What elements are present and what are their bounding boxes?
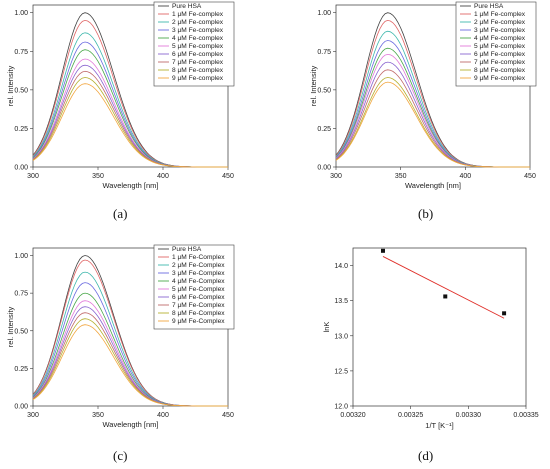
panel-label-a: (a)	[113, 206, 128, 221]
y-tick-label: 1.00	[317, 10, 331, 17]
plot-frame	[352, 247, 527, 407]
legend-entry: 4 μM Fe-complex	[172, 35, 224, 42]
y-tick-label: 12.5	[334, 368, 348, 375]
legend-entry: 8 μM Fe-Complex	[172, 310, 225, 317]
x-tick-label: 0.00330	[456, 412, 481, 419]
y-tick-label: 0.50	[317, 87, 331, 94]
data-point	[380, 248, 385, 253]
y-tick-label: 0.50	[14, 328, 28, 335]
legend-entry: Pure HSA	[474, 3, 504, 10]
x-tick-label: 300	[27, 412, 39, 419]
legend-entry: 6 μM Fe-complex	[172, 51, 224, 58]
legend-entry: 3 μM Fe-complex	[172, 27, 224, 34]
chart-3: 300 350 400 450 0.00 0.25 0.50 0.75 1.00 Waveleng…	[6, 244, 235, 429]
y-tick-label: 0.00	[317, 165, 331, 172]
legend-entry: Pure HSA	[172, 3, 202, 10]
y-tick-label: 0.00	[14, 404, 28, 411]
x-tick-label: 350	[92, 173, 104, 180]
series-line	[32, 83, 228, 168]
x-tick-label: 300	[27, 173, 39, 180]
legend-entry: 5 μM Fe-complex	[474, 43, 526, 50]
x-axis-label: 1/T [K⁻¹]	[425, 421, 453, 430]
x-axis-label: Wavelength [nm]	[103, 181, 159, 190]
legend-entry: 2 μM Fe-complex	[474, 19, 526, 26]
panel-label-d: (d)	[418, 448, 434, 463]
legend-entry: 4 μM Fe-Complex	[172, 278, 225, 285]
legend-entry: 1 μM Fe-Complex	[172, 254, 225, 261]
y-tick-label: 1.00	[14, 10, 28, 17]
legend-entry: 9 μM Fe-Complex	[172, 318, 225, 325]
x-tick-label: 0.00325	[398, 412, 423, 419]
series-line	[32, 324, 228, 407]
legend-box	[153, 244, 235, 330]
y-tick-label: 13.0	[334, 333, 348, 340]
x-tick-label: 300	[330, 173, 342, 180]
legend-entry: 6 μM Fe-Complex	[172, 294, 225, 301]
x-tick-label: 400	[459, 173, 471, 180]
legend-entry: 8 μM Fe-complex	[474, 67, 526, 74]
y-tick-label: 0.25	[317, 126, 331, 133]
panel-label-c: (c)	[113, 448, 128, 463]
legend-entry: 7 μM Fe-Complex	[172, 302, 225, 309]
y-tick-label: 0.25	[14, 126, 28, 133]
legend-entry: 6 μM Fe-complex	[474, 51, 526, 58]
y-tick-label: 0.75	[317, 49, 331, 56]
legend-entry: Pure HSA	[172, 246, 202, 253]
fit-line	[382, 256, 505, 319]
x-tick-label: 0.00335	[513, 412, 538, 419]
legend-box	[153, 1, 235, 87]
legend-box	[455, 1, 537, 87]
chart-1: 300 350 400 450 0.00 0.25 0.50 0.75 1.00 Waveleng…	[6, 1, 235, 190]
chart-2: 300 350 400 450 0.00 0.25 0.50 0.75 1.00 Waveleng…	[309, 1, 537, 190]
legend-entry: 7 μM Fe-complex	[172, 59, 224, 66]
legend-entry: 8 μM Fe-complex	[172, 67, 224, 74]
legend-entry: 5 μM Fe-Complex	[172, 286, 225, 293]
y-tick-label: 0.50	[14, 87, 28, 94]
y-tick-label: 0.00	[14, 165, 28, 172]
series-line	[32, 318, 228, 407]
panel-label-b: (b)	[418, 206, 434, 221]
legend-entry: 2 μM Fe-Complex	[172, 262, 225, 269]
legend-entry: 7 μM Fe-complex	[474, 59, 526, 66]
legend-entry: 5 μM Fe-complex	[172, 43, 224, 50]
y-tick-label: 12.0	[334, 404, 348, 411]
y-tick-label: 1.00	[14, 253, 28, 260]
y-axis-label: rel. Intensity	[6, 307, 15, 348]
legend-entry: 4 μM Fe-complex	[474, 35, 526, 42]
x-tick-label: 450	[222, 412, 234, 419]
y-tick-label: 14.0	[334, 263, 348, 270]
y-tick-label: 13.5	[334, 298, 348, 305]
legend-entry: 3 μM Fe-complex	[474, 27, 526, 34]
x-tick-label: 350	[92, 412, 104, 419]
data-point	[502, 311, 507, 316]
x-tick-label: 400	[157, 173, 169, 180]
x-tick-label: 450	[222, 173, 234, 180]
x-axis-label: Wavelength [nm]	[103, 420, 159, 429]
y-axis-label: lnK	[322, 322, 331, 333]
chart-4: 0.00320 0.00325 0.00330 0.00335 12.0 12.5 13.0…	[322, 247, 539, 430]
y-tick-label: 0.75	[14, 49, 28, 56]
x-tick-label: 350	[395, 173, 407, 180]
x-tick-label: 400	[157, 412, 169, 419]
series-line	[335, 81, 530, 168]
x-tick-label: 450	[524, 173, 536, 180]
x-axis-label: Wavelength [nm]	[405, 181, 461, 190]
x-tick-label: 0.00320	[340, 412, 365, 419]
data-point	[443, 294, 448, 299]
y-tick-label: 0.25	[14, 366, 28, 373]
y-tick-label: 0.75	[14, 291, 28, 298]
legend-entry: 9 μM Fe-complex	[172, 75, 224, 82]
legend-entry: 3 μM Fe-Complex	[172, 270, 225, 277]
legend-entry: 1 μM Fe-complex	[474, 11, 526, 18]
y-axis-label: rel. Intensity	[309, 66, 318, 107]
y-axis-label: rel. Intensity	[6, 66, 15, 107]
legend-entry: 9 μM Fe-complex	[474, 75, 526, 82]
legend-entry: 2 μM Fe-complex	[172, 19, 224, 26]
legend-entry: 1 μM Fe-complex	[172, 11, 224, 18]
